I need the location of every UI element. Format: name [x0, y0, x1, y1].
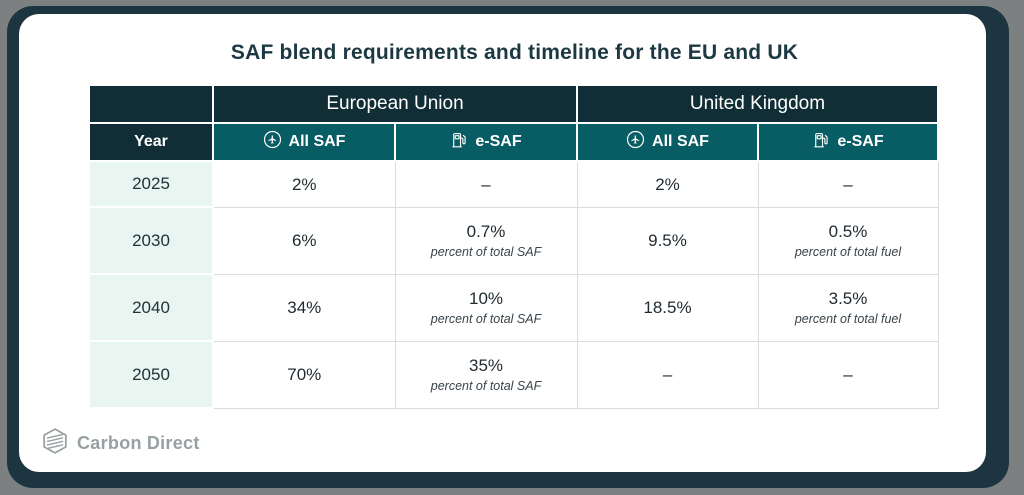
- logo-wordmark: Carbon Direct: [77, 433, 200, 454]
- column-header-eu-all-saf: All SAF: [212, 122, 396, 162]
- cell-value: 2%: [655, 174, 680, 194]
- logo-word-carbon: Carbon: [77, 433, 142, 453]
- cell-value: 0.5%: [828, 222, 868, 242]
- column-header-row: Year All SAF e-SAF: [88, 122, 939, 162]
- cell-value: 18.5%: [643, 297, 692, 317]
- data-cell-eu-all-saf: 2%: [212, 160, 396, 208]
- table-row-2030: 2030 6% 0.7% percent of total SAF 9.5% 0.…: [88, 206, 939, 275]
- column-header-label: All SAF: [288, 133, 346, 150]
- cell-value: –: [662, 364, 673, 384]
- group-header-united-kingdom: United Kingdom: [576, 84, 939, 124]
- table-row-2040: 2040 34% 10% percent of total SAF 18.5% 3…: [88, 273, 939, 342]
- data-cell-eu-all-saf: 6%: [212, 206, 396, 275]
- fuel-pump-icon: [812, 131, 830, 154]
- column-header-uk-e-saf: e-SAF: [757, 122, 939, 162]
- cell-value: 10%: [468, 289, 504, 309]
- fuel-pump-icon: [450, 131, 468, 154]
- data-cell-uk-e-saf: –: [757, 160, 939, 208]
- year-cell: 2030: [88, 206, 214, 275]
- cell-value: 0.7%: [466, 222, 506, 242]
- data-cell-uk-e-saf: –: [757, 340, 939, 409]
- cell-value: –: [843, 174, 853, 194]
- data-cell-uk-all-saf: –: [576, 340, 759, 409]
- cell-note: percent of total SAF: [430, 311, 542, 326]
- carbon-direct-logo: Carbon Direct: [41, 427, 200, 460]
- column-header-label: e-SAF: [837, 133, 884, 150]
- cell-value: –: [843, 364, 853, 384]
- column-header-uk-all-saf: All SAF: [576, 122, 759, 162]
- data-cell-eu-all-saf: 34%: [212, 273, 396, 342]
- data-cell-uk-e-saf: 3.5% percent of total fuel: [757, 273, 939, 342]
- data-cell-eu-e-saf: 35% percent of total SAF: [394, 340, 578, 409]
- data-cell-uk-e-saf: 0.5% percent of total fuel: [757, 206, 939, 275]
- cell-value: 2%: [291, 174, 317, 194]
- cell-value: 34%: [287, 297, 322, 317]
- cell-value: 70%: [287, 364, 322, 384]
- airplane-circle-icon: [626, 130, 645, 154]
- cell-value: 9.5%: [648, 230, 687, 250]
- cell-value: 3.5%: [828, 289, 868, 309]
- cell-value: 6%: [291, 230, 317, 250]
- cell-note: percent of total SAF: [430, 378, 542, 393]
- column-header-label: All SAF: [652, 133, 709, 150]
- cell-note: percent of total SAF: [430, 244, 542, 259]
- group-header-spacer: [88, 84, 214, 124]
- data-cell-eu-e-saf: 0.7% percent of total SAF: [394, 206, 578, 275]
- column-header-label: e-SAF: [475, 133, 522, 150]
- cell-note: percent of total fuel: [794, 244, 902, 259]
- column-header-year: Year: [88, 122, 214, 162]
- group-header-row: European Union United Kingdom: [88, 84, 939, 124]
- airplane-circle-icon: [263, 130, 282, 154]
- column-header-eu-e-saf: e-SAF: [394, 122, 578, 162]
- saf-requirements-table: European Union United Kingdom Year All S…: [88, 84, 939, 409]
- page-title: SAF blend requirements and timeline for …: [230, 41, 799, 64]
- year-cell: 2025: [88, 160, 214, 208]
- hexagon-layers-icon: [41, 427, 69, 460]
- data-cell-uk-all-saf: 9.5%: [576, 206, 759, 275]
- cell-value: 35%: [468, 356, 504, 376]
- data-cell-uk-all-saf: 18.5%: [576, 273, 759, 342]
- content-card: SAF blend requirements and timeline for …: [19, 14, 986, 472]
- table-row-2025: 2025 2% – 2% –: [88, 160, 939, 208]
- data-cell-eu-e-saf: –: [394, 160, 578, 208]
- cell-note: percent of total fuel: [794, 311, 902, 326]
- data-cell-uk-all-saf: 2%: [576, 160, 759, 208]
- year-cell: 2040: [88, 273, 214, 342]
- cell-value: –: [481, 174, 491, 194]
- logo-word-direct: Direct: [146, 433, 200, 453]
- data-cell-eu-e-saf: 10% percent of total SAF: [394, 273, 578, 342]
- data-cell-eu-all-saf: 70%: [212, 340, 396, 409]
- year-cell: 2050: [88, 340, 214, 409]
- group-header-european-union: European Union: [212, 84, 578, 124]
- table-row-2050: 2050 70% 35% percent of total SAF – –: [88, 340, 939, 409]
